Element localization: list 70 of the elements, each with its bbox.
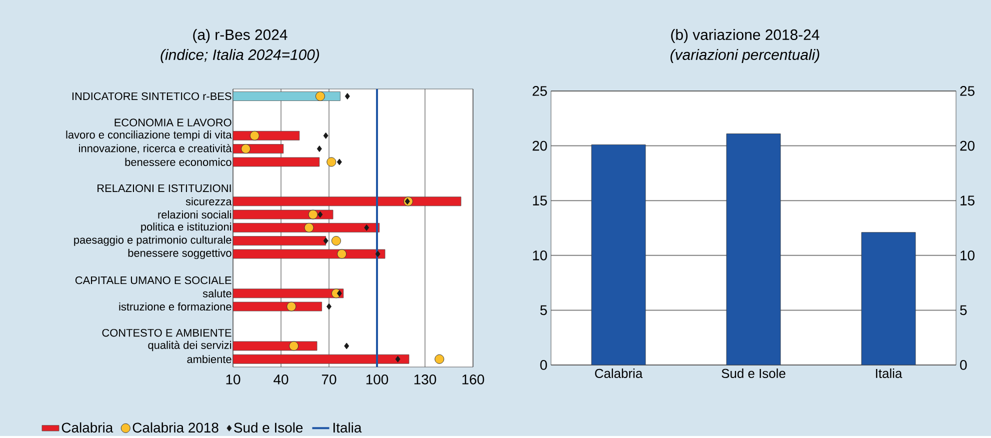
point bbox=[326, 303, 332, 310]
point bbox=[364, 224, 370, 231]
point bbox=[286, 302, 296, 312]
x-tick-label: Italia bbox=[876, 368, 902, 378]
y-tick-label: 10 bbox=[533, 250, 547, 260]
legend-label: Calabria 2018 bbox=[132, 422, 218, 433]
y-tick-label: salute bbox=[202, 289, 232, 298]
y-tick-label: benessere soggettivo bbox=[128, 248, 232, 260]
y-tick-label: paesaggio e patrimonio culturale bbox=[74, 236, 232, 246]
y-tick-label: innovazione, ricerca e creatività bbox=[79, 144, 232, 154]
x-tick-label: 130 bbox=[414, 374, 436, 384]
point bbox=[336, 290, 342, 297]
point bbox=[404, 198, 410, 205]
chart-subtitle: (indice; Italia 2024=100) bbox=[160, 49, 320, 63]
point bbox=[375, 250, 380, 258]
point bbox=[250, 130, 260, 140]
chart-title: (a) r-Bes 2024 bbox=[193, 29, 288, 43]
point bbox=[316, 146, 322, 152]
y-tick-label: politica e istituzioni bbox=[141, 222, 232, 233]
y2-tick-label: 5 bbox=[960, 305, 967, 316]
legend-label: Italia bbox=[334, 422, 362, 433]
point bbox=[289, 341, 299, 351]
x-tick-label: 160 bbox=[462, 374, 484, 384]
x-tick-label: 70 bbox=[322, 374, 336, 384]
y2-tick-label: 15 bbox=[960, 196, 974, 206]
y-tick-label: 15 bbox=[533, 196, 547, 206]
y-tick-label: ECONOMIA E LAVORO bbox=[114, 118, 232, 126]
y2-tick-label: 25 bbox=[960, 86, 974, 96]
y2-tick-label: 0 bbox=[960, 360, 967, 370]
y-tick-label: benessere economico bbox=[125, 158, 232, 166]
point bbox=[344, 93, 350, 100]
y-tick-label: RELAZIONI E ISTITUZIONI bbox=[98, 184, 231, 192]
y2-tick-label: 10 bbox=[960, 250, 975, 260]
point bbox=[326, 157, 336, 167]
y-tick-label: lavoro e conciliazione tempi di vita bbox=[66, 130, 232, 141]
legend-label: Calabria bbox=[62, 422, 114, 433]
point bbox=[344, 342, 350, 350]
chart-title: (b) variazione 2018-24 bbox=[671, 29, 820, 43]
y-tick-label: 5 bbox=[540, 305, 547, 316]
point bbox=[395, 356, 400, 362]
point bbox=[434, 354, 444, 364]
y-tick-label: 0 bbox=[540, 360, 547, 370]
x-tick-label: 100 bbox=[366, 374, 388, 384]
point bbox=[337, 249, 347, 259]
y-tick-label: INDICATORE SINTETICO r-BES bbox=[72, 92, 232, 100]
point bbox=[308, 210, 318, 220]
y-tick-label: 25 bbox=[532, 86, 547, 96]
x-tick-label: Calabria bbox=[595, 368, 643, 378]
point bbox=[315, 92, 325, 102]
point bbox=[336, 158, 342, 166]
chart-subtitle: (variazioni percentuali) bbox=[670, 49, 820, 63]
y-tick-label: sicurezza bbox=[186, 197, 232, 206]
y-tick-label: qualità dei servizi bbox=[148, 340, 232, 352]
point bbox=[304, 222, 314, 232]
y-tick-label: CONTESTO E AMBIENTE bbox=[102, 328, 232, 337]
point bbox=[331, 236, 341, 246]
y-tick-label: istruzione e formazione bbox=[119, 302, 232, 311]
y-tick-label: ambiente bbox=[187, 355, 232, 364]
x-tick-label: 10 bbox=[226, 374, 240, 384]
y-tick-label: 20 bbox=[532, 140, 547, 151]
y2-tick-label: 20 bbox=[960, 140, 975, 151]
point bbox=[323, 238, 328, 244]
x-tick-label: Sud e Isole bbox=[722, 368, 786, 378]
point bbox=[241, 144, 251, 154]
y-tick-label: CAPITALE UMANO E SOCIALE bbox=[75, 276, 232, 284]
x-tick-label: 40 bbox=[274, 374, 288, 384]
legend-label: Sud e Isole bbox=[234, 422, 303, 433]
point bbox=[318, 211, 323, 218]
y-tick-label: relazioni sociali bbox=[158, 210, 232, 219]
point bbox=[323, 132, 328, 139]
